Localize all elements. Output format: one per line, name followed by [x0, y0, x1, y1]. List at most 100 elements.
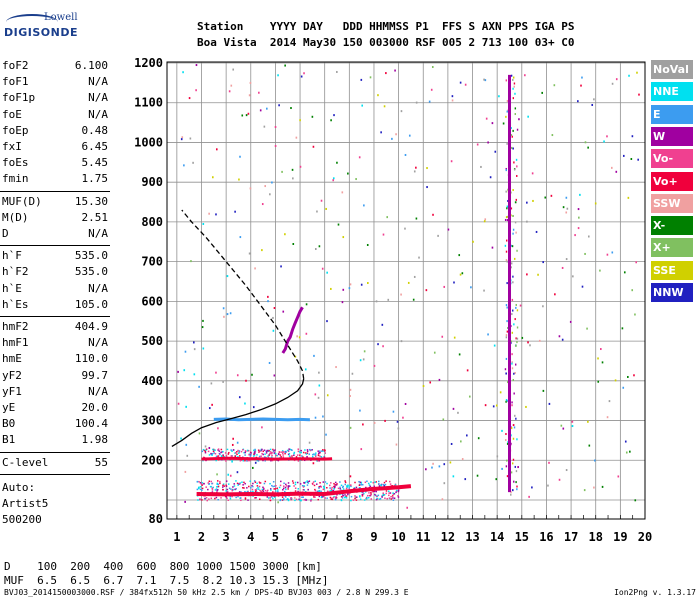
echo-point: [264, 453, 266, 455]
echo-point: [225, 484, 227, 486]
echo-point: [507, 215, 509, 218]
echo-point: [505, 336, 508, 339]
echo-point: [578, 216, 580, 219]
echo-point: [244, 450, 247, 452]
echo-point: [215, 213, 217, 216]
echo-point: [225, 490, 227, 492]
echo-point: [223, 315, 225, 318]
echo-point: [510, 127, 512, 130]
param-name: foF1p: [2, 91, 36, 105]
echo-point: [431, 66, 434, 69]
echo-point: [303, 499, 306, 501]
echo-point: [285, 483, 287, 486]
echo-point: [395, 491, 397, 494]
echo-point: [230, 84, 233, 87]
echo-point: [359, 487, 361, 489]
echo-point: [516, 341, 518, 344]
param-name: fxI: [2, 140, 22, 153]
echo-point: [341, 301, 344, 304]
echo-point: [282, 485, 285, 487]
echo-point: [229, 474, 232, 477]
echo-point: [304, 452, 307, 454]
echo-point: [505, 250, 508, 253]
param-name: yF2: [2, 368, 22, 382]
echo-point: [432, 462, 434, 465]
echo-point: [587, 235, 590, 238]
echo-point: [326, 482, 328, 485]
echo-point: [396, 420, 399, 423]
echo-point: [505, 79, 508, 82]
echo-point: [312, 481, 315, 483]
echo-point: [240, 459, 243, 461]
echo-point: [376, 497, 378, 500]
echo-point: [597, 357, 599, 360]
echo-point: [243, 451, 245, 454]
echo-point: [359, 481, 362, 484]
logo-arc: [6, 14, 58, 30]
echo-point: [334, 498, 337, 501]
echo-point: [284, 490, 286, 493]
echo-point: [303, 72, 305, 75]
param-row: foE N/A: [2, 107, 108, 123]
echo-point: [252, 406, 255, 409]
echo-point: [341, 191, 344, 194]
echo-point: [511, 313, 513, 316]
echo-point: [272, 497, 274, 500]
echo-point: [443, 285, 446, 288]
echo-point: [387, 490, 390, 493]
echo-point: [334, 486, 336, 489]
echo-point: [461, 272, 464, 275]
echo-point: [512, 275, 514, 278]
echo-point: [330, 488, 333, 491]
echo-point: [226, 313, 229, 316]
echo-point: [413, 170, 416, 173]
echo-point: [562, 427, 565, 430]
echo-point: [226, 491, 229, 493]
echo-point: [331, 498, 334, 501]
echo-point: [262, 486, 264, 489]
echo-point: [238, 450, 241, 452]
echo-point: [243, 481, 245, 484]
echo-point: [345, 495, 348, 497]
echo-point: [510, 74, 513, 77]
echo-point: [180, 138, 183, 141]
echo-point: [458, 254, 461, 257]
echo-point: [256, 459, 259, 462]
echo-point: [495, 478, 498, 481]
echo-point: [184, 350, 187, 353]
echo-point: [270, 489, 272, 491]
echo-point: [354, 496, 357, 499]
echo-point: [286, 449, 289, 452]
echo-point: [361, 493, 364, 496]
echo-point: [263, 449, 266, 451]
echo-point: [251, 488, 254, 491]
param-row: foEp 0.48: [2, 123, 108, 139]
echo-point: [413, 275, 416, 278]
x-tick-label: 15: [515, 530, 529, 544]
echo-point: [296, 335, 298, 338]
echo-point: [314, 393, 317, 396]
echo-point: [225, 496, 228, 498]
echo-point: [243, 487, 245, 489]
echo-point: [422, 385, 425, 388]
echo-point: [385, 72, 387, 75]
echo-point: [177, 402, 180, 405]
echo-point: [526, 220, 528, 223]
echo-point: [518, 118, 520, 121]
echo-point: [345, 497, 348, 499]
echo-point: [209, 485, 212, 488]
echo-point: [611, 251, 614, 254]
echo-point: [211, 482, 213, 485]
echo-point: [236, 450, 238, 453]
echo-point: [553, 84, 556, 87]
echo-point: [429, 381, 432, 384]
echo-point: [374, 494, 377, 497]
echo-point: [505, 357, 508, 360]
echo-point: [510, 493, 512, 496]
echo-point: [299, 454, 301, 457]
echo-point: [470, 286, 472, 289]
echo-point: [516, 337, 519, 340]
echo-point: [388, 494, 390, 497]
echo-point: [450, 160, 453, 163]
echo-point: [514, 92, 516, 95]
